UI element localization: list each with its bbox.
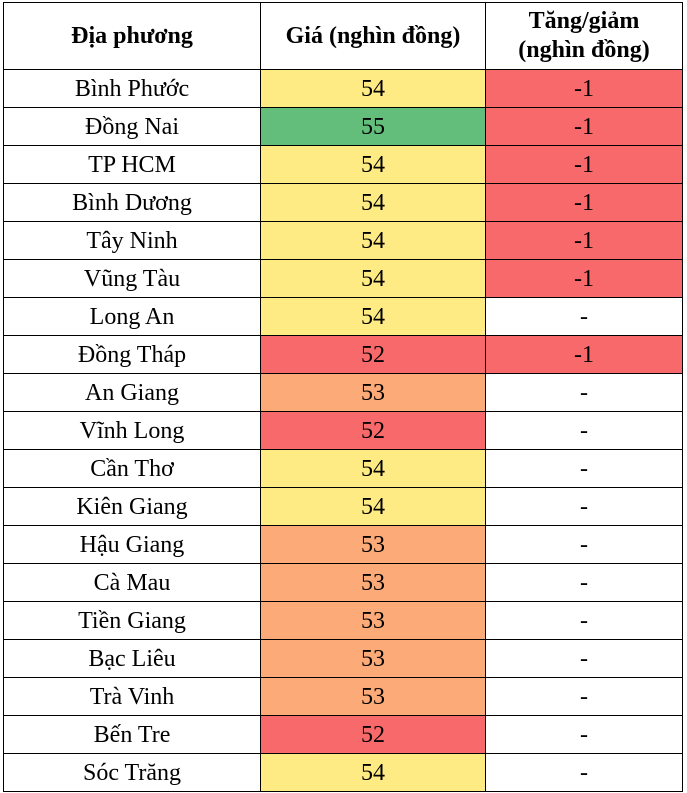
region-cell: Cần Thơ	[3, 449, 261, 488]
change-cell: -	[485, 297, 683, 336]
region-cell: Kiên Giang	[3, 487, 261, 526]
price-cell: 54	[260, 145, 486, 184]
table-row: Bến Tre 52-	[3, 715, 683, 754]
table-row: Trà Vinh 53-	[3, 677, 683, 716]
table-row: Long An 54-	[3, 297, 683, 336]
region-cell: Bến Tre	[3, 715, 261, 754]
price-cell: 53	[260, 677, 486, 716]
table-row: Đồng Nai 55 -1	[3, 107, 683, 146]
table-row: Tiền Giang 53-	[3, 601, 683, 640]
change-cell: -1	[485, 259, 683, 298]
region-cell: Cà Mau	[3, 563, 261, 602]
price-cell: 52	[260, 715, 486, 754]
header-price: Giá (nghìn đồng)	[260, 2, 486, 70]
table-row: Tây Ninh 54 -1	[3, 221, 683, 260]
header-region-label: Địa phương	[71, 22, 193, 49]
table-row: Cà Mau 53-	[3, 563, 683, 602]
price-cell: 53	[260, 373, 486, 412]
change-cell: -	[485, 449, 683, 488]
price-cell: 54	[260, 297, 486, 336]
table-header: Địa phương Giá (nghìn đồng) Tăng/giảm (n…	[3, 2, 683, 70]
table-row: Đồng Tháp 52 -1	[3, 335, 683, 374]
price-cell: 55	[260, 107, 486, 146]
table-row: Sóc Trăng 54-	[3, 753, 683, 792]
price-cell: 53	[260, 639, 486, 678]
region-cell: Tiền Giang	[3, 601, 261, 640]
price-cell: 54	[260, 449, 486, 488]
region-cell: Đồng Nai	[3, 107, 261, 146]
price-cell: 52	[260, 411, 486, 450]
price-cell: 54	[260, 259, 486, 298]
change-cell: -1	[485, 145, 683, 184]
table-row: Bình Phước 54 -1	[3, 69, 683, 108]
change-cell: -	[485, 487, 683, 526]
price-cell: 54	[260, 221, 486, 260]
price-cell: 53	[260, 601, 486, 640]
region-cell: Sóc Trăng	[3, 753, 261, 792]
change-cell: -1	[485, 107, 683, 146]
change-cell: -1	[485, 221, 683, 260]
table-row: Vĩnh Long 52-	[3, 411, 683, 450]
region-cell: Long An	[3, 297, 261, 336]
table-row: Vũng Tàu 54 -1	[3, 259, 683, 298]
change-cell: -	[485, 373, 683, 412]
region-cell: Bình Phước	[3, 69, 261, 108]
table-row: TP HCM 54 -1	[3, 145, 683, 184]
price-cell: 54	[260, 69, 486, 108]
region-cell: Bình Dương	[3, 183, 261, 222]
price-cell: 52	[260, 335, 486, 374]
change-cell: -	[485, 715, 683, 754]
change-cell: -1	[485, 183, 683, 222]
change-cell: -	[485, 753, 683, 792]
header-change: Tăng/giảm (nghìn đồng)	[485, 2, 683, 70]
price-cell: 54	[260, 487, 486, 526]
region-cell: Vĩnh Long	[3, 411, 261, 450]
price-cell: 53	[260, 563, 486, 602]
region-cell: Bạc Liêu	[3, 639, 261, 678]
price-cell: 54	[260, 753, 486, 792]
header-row: Địa phương Giá (nghìn đồng) Tăng/giảm (n…	[3, 2, 683, 70]
change-cell: -	[485, 525, 683, 564]
table-row: Bình Dương 54 -1	[3, 183, 683, 222]
price-cell: 53	[260, 525, 486, 564]
change-cell: -	[485, 601, 683, 640]
region-cell: An Giang	[3, 373, 261, 412]
change-cell: -1	[485, 69, 683, 108]
price-cell: 54	[260, 183, 486, 222]
table-row: Kiên Giang 54-	[3, 487, 683, 526]
header-change-label-line1: Tăng/giảm	[528, 8, 640, 34]
price-table: Địa phương Giá (nghìn đồng) Tăng/giảm (n…	[3, 2, 683, 792]
change-cell: -	[485, 411, 683, 450]
header-price-label: Giá (nghìn đồng)	[285, 22, 461, 49]
change-cell: -	[485, 677, 683, 716]
region-cell: Hậu Giang	[3, 525, 261, 564]
table-body: Bình Phước 54 -1 Đồng Nai 55 -1 TP HCM 54 -1 Bình…	[3, 69, 683, 792]
table-row: Cần Thơ 54-	[3, 449, 683, 488]
header-change-label-line2: (nghìn đồng)	[518, 37, 650, 63]
region-cell: Tây Ninh	[3, 221, 261, 260]
change-cell: -	[485, 563, 683, 602]
table-row: Hậu Giang 53-	[3, 525, 683, 564]
change-cell: -1	[485, 335, 683, 374]
region-cell: TP HCM	[3, 145, 261, 184]
region-cell: Trà Vinh	[3, 677, 261, 716]
change-cell: -	[485, 639, 683, 678]
region-cell: Vũng Tàu	[3, 259, 261, 298]
header-region: Địa phương	[3, 2, 261, 70]
region-cell: Đồng Tháp	[3, 335, 261, 374]
table-row: An Giang 53-	[3, 373, 683, 412]
table-row: Bạc Liêu 53-	[3, 639, 683, 678]
